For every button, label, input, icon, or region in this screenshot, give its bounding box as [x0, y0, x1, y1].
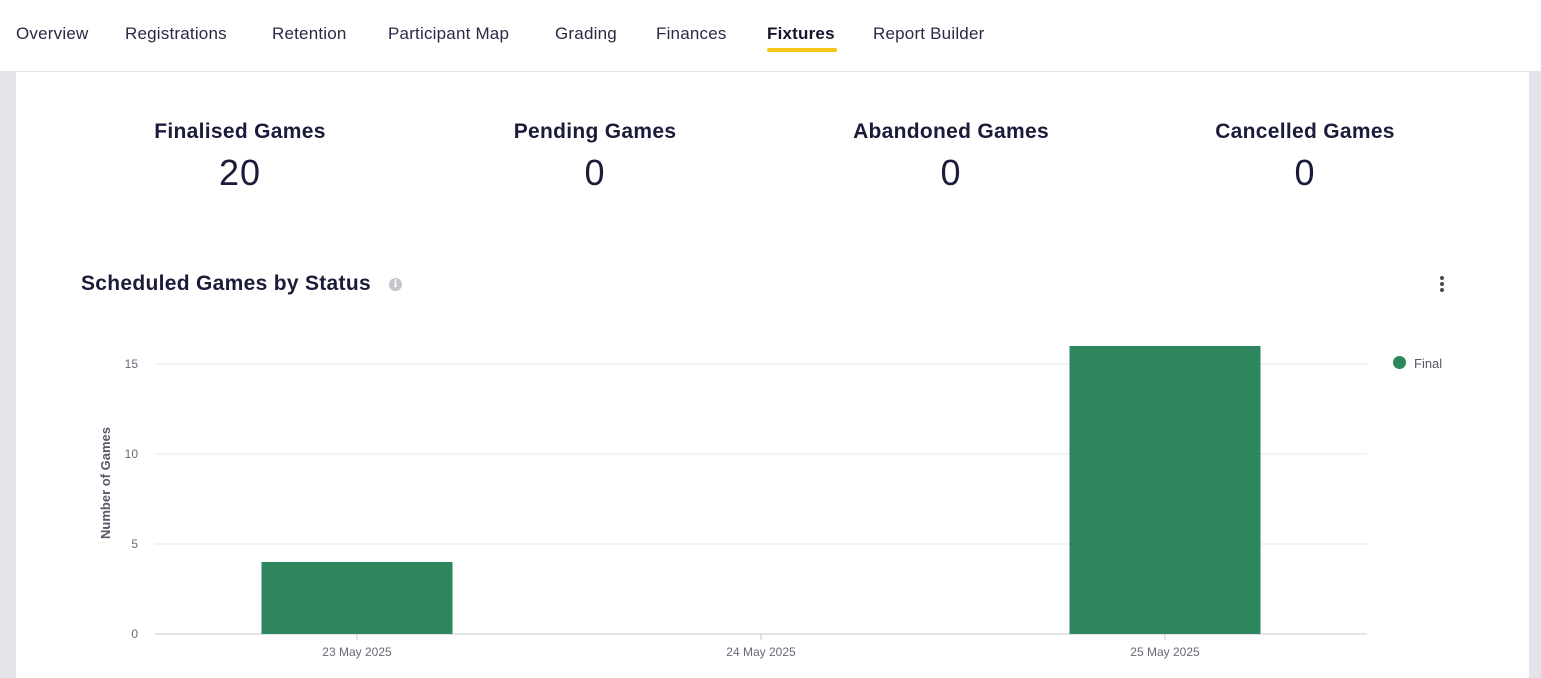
right-scrollbar-track[interactable]	[1529, 72, 1541, 678]
kebab-menu-icon[interactable]	[1433, 274, 1451, 294]
stat-abandoned-games: Abandoned Games 0	[801, 120, 1101, 194]
left-gutter	[0, 72, 16, 678]
stat-value: 0	[940, 152, 962, 193]
active-tab-indicator	[767, 48, 837, 52]
x-tick-label: 24 May 2025	[726, 645, 796, 659]
stat-label: Abandoned Games	[853, 120, 1049, 143]
top-navigation: Overview Registrations Retention Partici…	[0, 0, 1541, 72]
bar-3	[1069, 346, 1261, 634]
x-tick-label: 25 May 2025	[1130, 645, 1200, 659]
info-icon[interactable]: i	[389, 278, 402, 291]
stat-finalised-games: Finalised Games 20	[90, 120, 390, 194]
legend-marker-final[interactable]	[1393, 356, 1406, 369]
stat-value: 20	[218, 152, 262, 193]
y-tick-label: 0	[131, 627, 138, 641]
stat-value: 0	[584, 152, 606, 193]
tab-fixtures[interactable]: Fixtures	[767, 24, 835, 43]
stat-label: Pending Games	[513, 120, 677, 143]
stat-label: Finalised Games	[154, 120, 326, 143]
y-axis-label: Number of Games	[98, 427, 113, 539]
y-tick-label: 10	[125, 447, 139, 461]
y-tick-label: 5	[131, 537, 138, 551]
tab-report-builder[interactable]: Report Builder	[873, 24, 985, 43]
y-tick-label: 15	[125, 357, 139, 371]
legend-label-final[interactable]: Final	[1414, 356, 1443, 371]
tab-overview[interactable]: Overview	[16, 24, 89, 43]
x-tick-label: 23 May 2025	[322, 645, 392, 659]
chart-title: Scheduled Games by Status	[81, 272, 371, 295]
tab-retention[interactable]: Retention	[272, 24, 347, 43]
stat-pending-games: Pending Games 0	[445, 120, 745, 194]
stat-cancelled-games: Cancelled Games 0	[1155, 120, 1455, 194]
tab-participant-map[interactable]: Participant Map	[388, 24, 510, 43]
tab-registrations[interactable]: Registrations	[125, 24, 227, 43]
stat-value: 0	[1294, 152, 1316, 193]
tab-finances[interactable]: Finances	[656, 24, 727, 43]
stat-label: Cancelled Games	[1215, 120, 1395, 143]
tab-grading[interactable]: Grading	[555, 24, 617, 43]
bar-1	[261, 562, 453, 634]
